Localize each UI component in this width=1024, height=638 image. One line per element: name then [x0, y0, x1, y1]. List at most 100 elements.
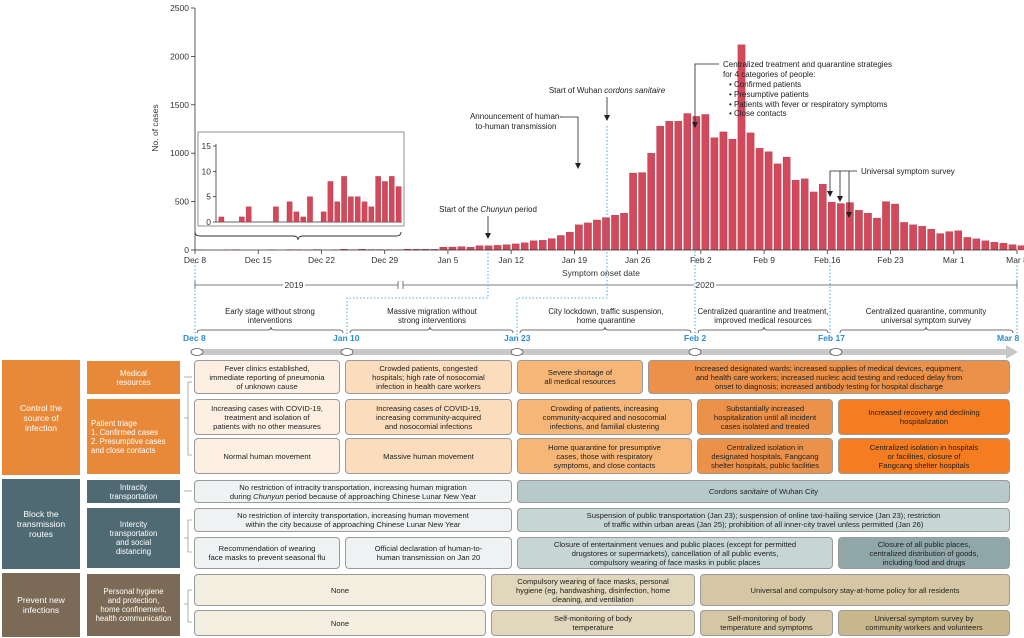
bar-58	[719, 131, 728, 251]
cell-triage-4: Substantially increased hospitalization …	[697, 399, 833, 435]
y-tick-label-0: 0	[184, 245, 189, 255]
subcategory-intracity: Intracity transportation	[86, 479, 181, 504]
inset-bar-25	[389, 176, 395, 223]
row-brackets	[184, 376, 192, 623]
bar-69	[819, 184, 827, 251]
cell-intracity-1-line2: during Chunyun period because of approac…	[229, 491, 477, 501]
x-tick-label-6: Jan 19	[562, 255, 588, 265]
bar-78	[900, 222, 908, 251]
bar-33	[493, 245, 502, 251]
bar-66	[791, 180, 800, 251]
cell-movement-4: Centralized isolation in designated hosp…	[697, 438, 833, 474]
annotation-centralized-5: • Patients with fever or respiratory sym…	[729, 100, 887, 109]
cell-triage-5: Increased recovery and declining hospita…	[838, 399, 1010, 435]
subcategory-medical-resources: Medical resources	[86, 360, 181, 395]
year-bracket	[194, 280, 1018, 290]
bar-29	[457, 246, 466, 251]
bar-83	[945, 231, 954, 251]
cell-medical-4: Increased designated wards; increased su…	[648, 360, 1010, 394]
cell-mask-4: Closure of all public places, centralize…	[838, 537, 1010, 569]
x-tick-label-11: Feb 23	[877, 255, 904, 265]
bar-57	[710, 137, 719, 251]
inset-chart: 0 5 10 15	[194, 131, 405, 241]
inset-bar-0	[218, 216, 225, 223]
x-tick-label-5: Jan 12	[498, 255, 524, 265]
cell-intercity-2: Suspension of public transportation (Jan…	[517, 508, 1010, 532]
annotation-centralized-1: Centralized treatment and quarantine str…	[723, 60, 892, 69]
category-control-source: Control the source of infection	[2, 360, 80, 475]
bar-35	[511, 243, 520, 251]
bar-86	[972, 238, 981, 251]
bar-59	[728, 139, 737, 251]
cell-selfmonitor-1: None	[194, 610, 486, 636]
cell-intracity-1-line1: No restriction of intracity transportati…	[239, 482, 467, 492]
y-tick-label-5: 2500	[170, 3, 189, 13]
inset-bar-18	[341, 176, 347, 223]
timeline-date-jan23: Jan 23	[504, 333, 531, 343]
bar-44	[593, 219, 601, 251]
bar-87	[981, 240, 990, 251]
bar-32	[484, 245, 493, 251]
bar-62	[755, 148, 764, 251]
stage-4: Centralized quarantine and treatment, im…	[697, 307, 829, 325]
x-tick-label-12: Mar 1	[943, 255, 965, 265]
bar-37	[529, 240, 538, 251]
year-2020: 2020	[696, 280, 715, 290]
bar-30	[466, 247, 475, 251]
annotation-h2h-line1: Announcement of human-	[470, 112, 562, 121]
inset-bar-10	[286, 201, 293, 223]
x-axis-label: Symptom onset date	[562, 268, 640, 278]
bar-47	[620, 213, 628, 251]
inset-bar-26	[395, 186, 402, 223]
annotation-centralized-4: • Presumptive patients	[729, 90, 809, 99]
bar-54	[683, 113, 692, 251]
bar-91	[1017, 245, 1024, 251]
bar-84	[954, 230, 963, 251]
cell-intracity-1: No restriction of intracity transportati…	[194, 480, 512, 503]
cell-triage-3: Crowding of patients, increasing communi…	[517, 399, 692, 435]
x-tick-label-2: Dec 22	[308, 255, 335, 265]
cell-movement-2: Massive human movement	[345, 438, 512, 474]
bar-49	[638, 172, 646, 251]
stage-2: Massive migration without strong interve…	[387, 307, 477, 325]
bar-67	[800, 178, 809, 251]
inset-bar-22	[368, 206, 375, 223]
subcategory-intercity: Intercity transportation and social dist…	[86, 507, 181, 569]
bar-27	[439, 246, 448, 251]
inset-bar-17	[334, 201, 340, 223]
inset-bar-4	[245, 206, 252, 223]
cell-hygiene-2: Compulsory wearing of face masks, person…	[491, 574, 695, 606]
cell-intracity-2: Cordons sanitaire of Wuhan City	[517, 480, 1010, 503]
x-tick-label-1: Dec 15	[245, 255, 272, 265]
inset-bar-13	[307, 196, 313, 223]
timeline-connectors	[194, 126, 1018, 336]
inset-y-tick-label-1: 5	[206, 192, 211, 202]
x-tick-label-0: Dec 8	[184, 255, 206, 265]
cell-mask-1: Recommendation of wearing face masks to …	[194, 537, 340, 569]
subcategory-patient-triage: Patient triage 1. Confirmed cases 2. Pre…	[86, 398, 181, 475]
bar-51	[656, 125, 664, 251]
bar-39	[548, 238, 556, 251]
y-axis: 0 500 1000 1500 2000 2500	[170, 3, 196, 255]
bar-79	[909, 224, 917, 251]
cell-selfmonitor-2: Self-monitoring of body temperature	[491, 610, 695, 636]
inset-bar-15	[320, 211, 327, 223]
category-block-transmission: Block the transmission routes	[2, 479, 80, 569]
bar-74	[864, 213, 872, 251]
x-tick-label-4: Jan 5	[438, 255, 459, 265]
timeline-date-feb2: Feb 2	[684, 333, 707, 343]
stage-3: City lockdown, traffic suspension, home …	[548, 307, 664, 325]
year-2019: 2019	[285, 280, 304, 290]
stage-braces	[196, 326, 1014, 334]
inset-bar-20	[354, 196, 361, 223]
bar-68	[809, 191, 818, 251]
bar-56	[701, 114, 710, 251]
annotations: Start of the Chunyun period Announcement…	[439, 60, 955, 239]
bar-70	[828, 201, 836, 251]
x-tick-label-7: Jan 26	[625, 255, 651, 265]
stage-1: Early stage without strong interventions	[225, 307, 315, 325]
annotation-symptom-survey: Universal symptom survey	[861, 167, 955, 176]
inset-bar-3	[239, 216, 245, 223]
bar-77	[891, 203, 899, 251]
cell-medical-3: Severe shortage of all medical resources	[517, 360, 643, 394]
